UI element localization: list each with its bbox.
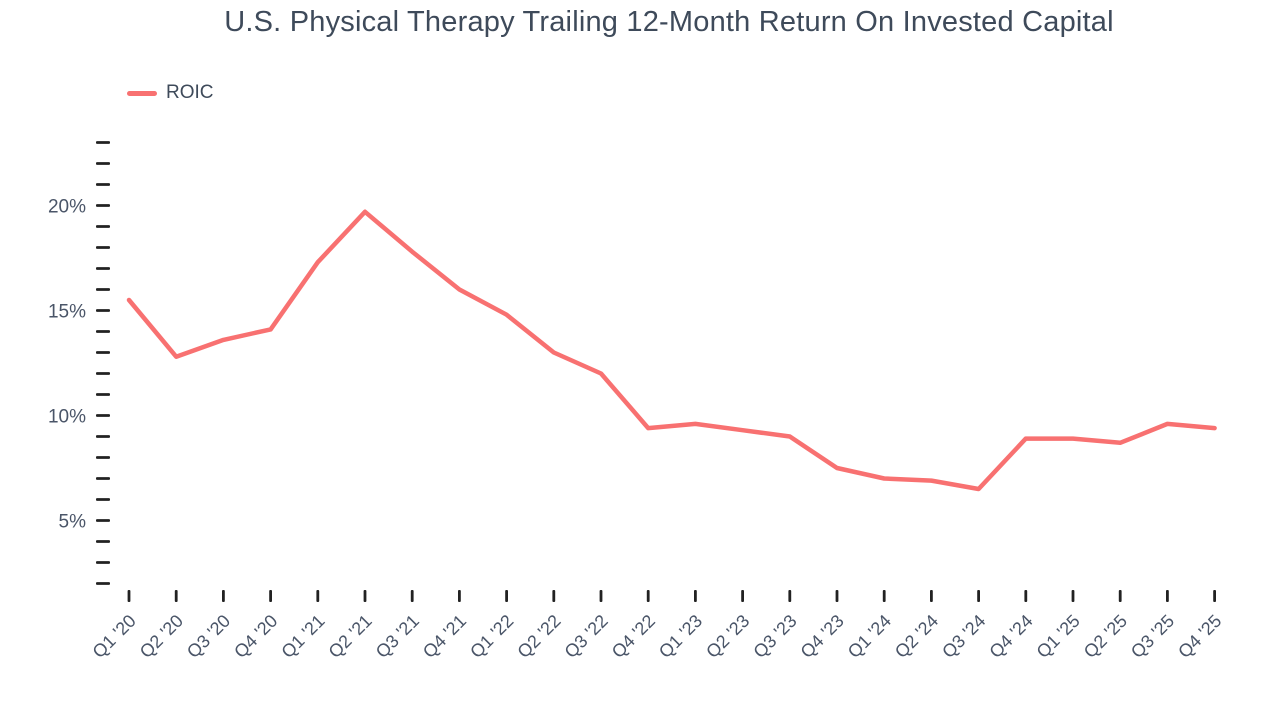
- x-axis-tick: [410, 590, 414, 602]
- x-axis-label: Q2 '25: [1080, 611, 1131, 662]
- x-axis-tick: [1071, 590, 1075, 602]
- legend-line-swatch: [127, 90, 157, 96]
- x-axis-tick: [694, 590, 697, 602]
- y-axis-tick: [96, 372, 110, 375]
- y-axis-tick: [96, 225, 110, 228]
- chart-title: U.S. Physical Therapy Trailing 12-Month …: [224, 6, 1114, 38]
- x-axis-label: Q4 '25: [1174, 611, 1225, 662]
- y-axis-tick: [96, 330, 110, 333]
- x-axis-tick: [363, 590, 367, 602]
- x-axis-label: Q4 '23: [797, 611, 848, 662]
- x-axis-label: Q1 '23: [655, 611, 706, 662]
- y-axis-tick: [96, 267, 110, 270]
- x-axis-tick: [458, 590, 461, 602]
- y-axis-label: 5%: [59, 512, 87, 533]
- y-axis-tick: [96, 540, 110, 543]
- y-axis-tick: [96, 183, 110, 186]
- x-axis-tick: [788, 590, 792, 602]
- y-axis-tick: [96, 288, 110, 291]
- y-axis-tick: [96, 519, 110, 522]
- x-axis-tick: [505, 590, 508, 602]
- x-axis-label: Q3 '24: [938, 611, 989, 662]
- y-axis-tick: [96, 351, 110, 354]
- y-axis-tick: [96, 309, 110, 312]
- y-axis-label: 20%: [48, 197, 86, 218]
- y-axis-tick: [96, 204, 110, 207]
- x-axis-label: Q3 '25: [1127, 611, 1178, 662]
- y-axis-tick: [96, 393, 110, 396]
- x-axis-label: Q2 '23: [702, 611, 753, 662]
- x-axis-tick: [835, 590, 839, 602]
- x-axis-label: Q1 '21: [277, 611, 328, 662]
- x-axis-label: Q3 '20: [183, 611, 234, 662]
- y-axis-tick: [96, 414, 110, 417]
- x-axis-tick: [1166, 590, 1169, 602]
- x-axis-label: Q3 '21: [372, 611, 423, 662]
- y-axis-tick: [96, 561, 110, 564]
- legend-series-label: ROIC: [166, 82, 214, 103]
- y-axis-tick: [96, 582, 110, 585]
- y-axis-tick: [96, 498, 110, 501]
- x-axis-label: Q4 '21: [419, 611, 470, 662]
- legend: ROIC: [127, 82, 214, 104]
- x-axis-tick: [741, 590, 744, 602]
- x-axis-label: Q1 '20: [89, 611, 140, 662]
- x-axis-tick: [646, 590, 650, 602]
- x-axis-tick: [174, 590, 178, 602]
- x-axis-label: Q1 '22: [466, 611, 517, 662]
- x-axis-tick: [127, 590, 131, 602]
- series-lines: [126, 209, 1217, 492]
- x-axis-tick: [1213, 590, 1216, 602]
- x-axis-label: Q2 '20: [136, 611, 187, 662]
- x-axis-tick: [1118, 590, 1122, 602]
- x-axis-label: Q3 '22: [561, 611, 612, 662]
- y-axis-tick: [96, 456, 110, 459]
- x-axis-tick: [977, 590, 980, 602]
- y-axis-tick: [96, 246, 110, 249]
- x-axis-label: Q1 '25: [1033, 611, 1084, 662]
- y-axis: 5% 10% 15% 20%: [48, 141, 110, 585]
- x-axis-tick: [1024, 590, 1028, 602]
- x-axis-label: Q4 '24: [985, 611, 1036, 662]
- y-axis-tick: [96, 435, 110, 438]
- x-axis-tick: [316, 590, 320, 602]
- x-axis-tick: [882, 590, 886, 602]
- y-axis-label: 10%: [48, 407, 86, 428]
- x-axis-tick: [552, 590, 556, 602]
- y-axis-tick: [96, 162, 110, 165]
- roic-line: [126, 209, 1217, 492]
- x-axis-label: Q4 '22: [608, 611, 659, 662]
- x-axis-label: Q2 '22: [513, 611, 564, 662]
- x-axis-label: Q3 '23: [749, 611, 800, 662]
- y-axis-tick: [96, 141, 110, 144]
- x-axis-label: Q2 '24: [891, 611, 942, 662]
- x-axis-tick: [930, 590, 933, 602]
- x-axis-tick: [599, 590, 603, 602]
- x-axis-label: Q4 '20: [230, 611, 281, 662]
- y-axis-label: 15%: [48, 302, 86, 323]
- x-axis-tick: [222, 590, 225, 602]
- x-axis-label: Q1 '24: [844, 611, 895, 662]
- y-axis-tick: [96, 477, 110, 480]
- x-axis-tick: [269, 590, 272, 602]
- x-axis-label: Q2 '21: [325, 611, 376, 662]
